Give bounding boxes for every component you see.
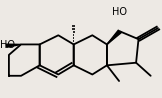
Polygon shape [6, 44, 21, 47]
Text: HO: HO [0, 40, 15, 50]
Text: HO: HO [112, 7, 127, 17]
Polygon shape [107, 30, 122, 44]
